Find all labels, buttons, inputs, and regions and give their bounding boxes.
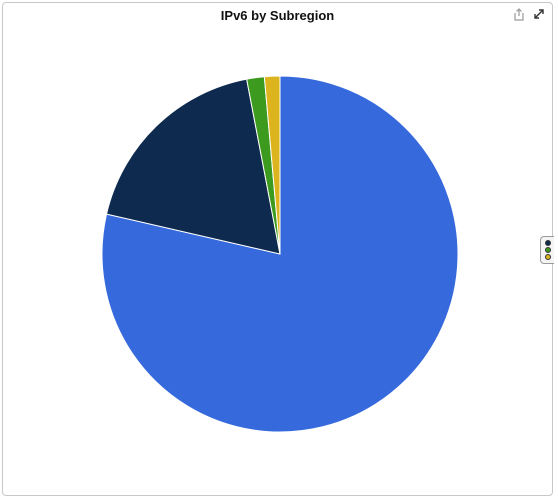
legend-dot <box>544 254 551 260</box>
legend-dot <box>544 247 551 253</box>
expand-icon[interactable] <box>532 7 546 21</box>
widget-toolbar <box>512 7 546 21</box>
pie-slice[interactable] <box>105 78 281 255</box>
legend-dot <box>544 240 551 246</box>
chart-title: IPv6 by Subregion <box>220 8 335 23</box>
pie-slices <box>101 75 459 433</box>
legend-toggle[interactable] <box>540 236 554 264</box>
export-icon[interactable] <box>512 7 526 21</box>
pie-slice[interactable] <box>263 75 281 255</box>
